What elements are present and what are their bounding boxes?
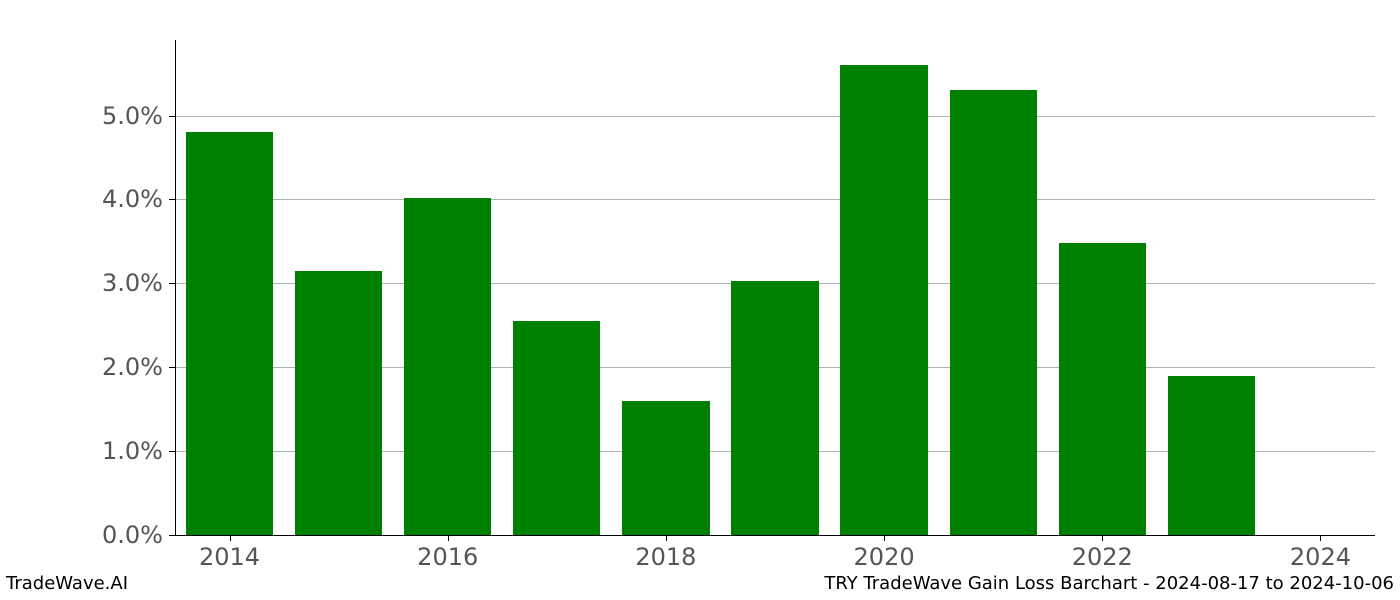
bar	[622, 401, 709, 535]
plot-area	[175, 40, 1375, 535]
grid-line	[175, 199, 1375, 200]
footer-right-label: TRY TradeWave Gain Loss Barchart - 2024-…	[824, 573, 1394, 594]
chart-container: TradeWave.AI TRY TradeWave Gain Loss Bar…	[0, 0, 1400, 600]
x-tick-label: 2022	[1072, 543, 1133, 571]
x-tick-label: 2024	[1290, 543, 1351, 571]
bar	[1168, 376, 1255, 535]
y-tick-label: 5.0%	[102, 102, 163, 130]
bar	[295, 271, 382, 535]
bar	[513, 321, 600, 535]
bar	[950, 90, 1037, 535]
x-tick-label: 2016	[417, 543, 478, 571]
y-tick-label: 2.0%	[102, 353, 163, 381]
y-tick-label: 3.0%	[102, 269, 163, 297]
grid-line	[175, 116, 1375, 117]
x-tick-label: 2014	[199, 543, 260, 571]
y-tick-label: 0.0%	[102, 521, 163, 549]
footer-left-label: TradeWave.AI	[6, 573, 128, 594]
y-axis-line	[175, 40, 176, 535]
bar	[1059, 243, 1146, 535]
y-tick-label: 4.0%	[102, 185, 163, 213]
x-tick-label: 2018	[635, 543, 696, 571]
x-tick-label: 2020	[854, 543, 915, 571]
bar	[404, 198, 491, 535]
x-axis-line	[175, 535, 1375, 536]
bar	[840, 65, 927, 535]
bar	[731, 281, 818, 535]
bar	[186, 132, 273, 535]
y-tick-label: 1.0%	[102, 437, 163, 465]
